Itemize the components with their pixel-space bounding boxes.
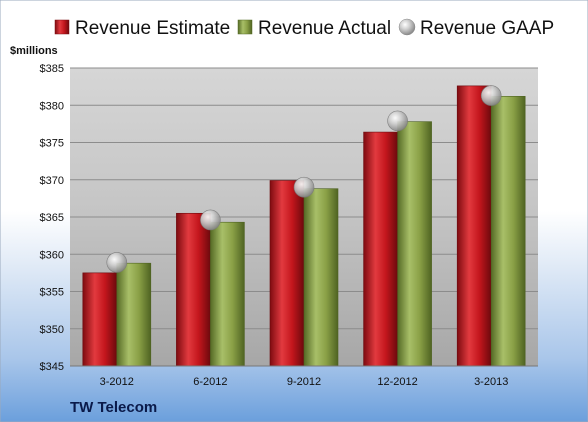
y-tick-label: $360 [40, 249, 64, 261]
legend-swatch-revenue-actual [237, 19, 253, 35]
marker-revenue-gaap [200, 209, 221, 231]
legend-swatch-revenue-estimate [54, 19, 70, 35]
bar-revenue-estimate [269, 180, 305, 367]
marker-revenue-gaap [293, 176, 315, 198]
bar-revenue-actual [210, 221, 245, 367]
y-tick-label: $355 [40, 287, 64, 299]
y-tick-label: $370 [40, 175, 64, 187]
gaap-markers [106, 85, 502, 273]
y-axis-ticks: $345 $350 $355 $360 $365 $370 $375 $380 $385 [40, 63, 64, 373]
bar-revenue-estimate [82, 272, 118, 367]
company-name: TW Telecom [70, 399, 157, 416]
x-tick-label: 3-2013 [474, 376, 508, 388]
legend-marker-revenue-gaap [398, 18, 416, 36]
y-tick-label: $365 [40, 212, 64, 224]
x-axis-ticks: 3-2012 6-2012 9-2012 12-2012 3-2013 [100, 376, 509, 388]
bar-revenue-actual [490, 96, 526, 367]
y-tick-label: $345 [40, 361, 64, 373]
bar-revenue-actual [303, 188, 339, 367]
marker-revenue-gaap [480, 85, 502, 106]
legend-label-revenue-gaap: Revenue GAAP [420, 18, 554, 39]
legend: Revenue Estimate Revenue Actual Revenue … [54, 18, 554, 39]
y-tick-label: $380 [40, 100, 64, 112]
legend-label-revenue-estimate: Revenue Estimate [75, 18, 230, 39]
x-tick-label: 3-2012 [100, 376, 134, 388]
bar-revenue-estimate [456, 85, 492, 367]
legend-item-revenue-gaap: Revenue GAAP [398, 18, 554, 39]
y-axis-unit-label: $millions [10, 45, 58, 57]
y-tick-label: $385 [40, 63, 64, 75]
legend-item-revenue-estimate: Revenue Estimate [54, 18, 230, 39]
legend-label-revenue-actual: Revenue Actual [258, 18, 391, 39]
bar-revenue-actual [397, 121, 432, 367]
x-tick-label: 6-2012 [193, 376, 227, 388]
x-tick-label: 9-2012 [287, 376, 321, 388]
y-tick-label: $350 [40, 324, 64, 336]
x-tick-label: 12-2012 [377, 376, 417, 388]
bar-revenue-estimate [363, 131, 398, 367]
marker-revenue-gaap [106, 252, 128, 273]
marker-revenue-gaap [387, 110, 408, 132]
bars [82, 85, 526, 367]
y-tick-label: $375 [40, 138, 64, 150]
bar-revenue-actual [116, 262, 152, 367]
bar-revenue-estimate [176, 212, 211, 367]
legend-item-revenue-actual: Revenue Actual [237, 18, 391, 39]
